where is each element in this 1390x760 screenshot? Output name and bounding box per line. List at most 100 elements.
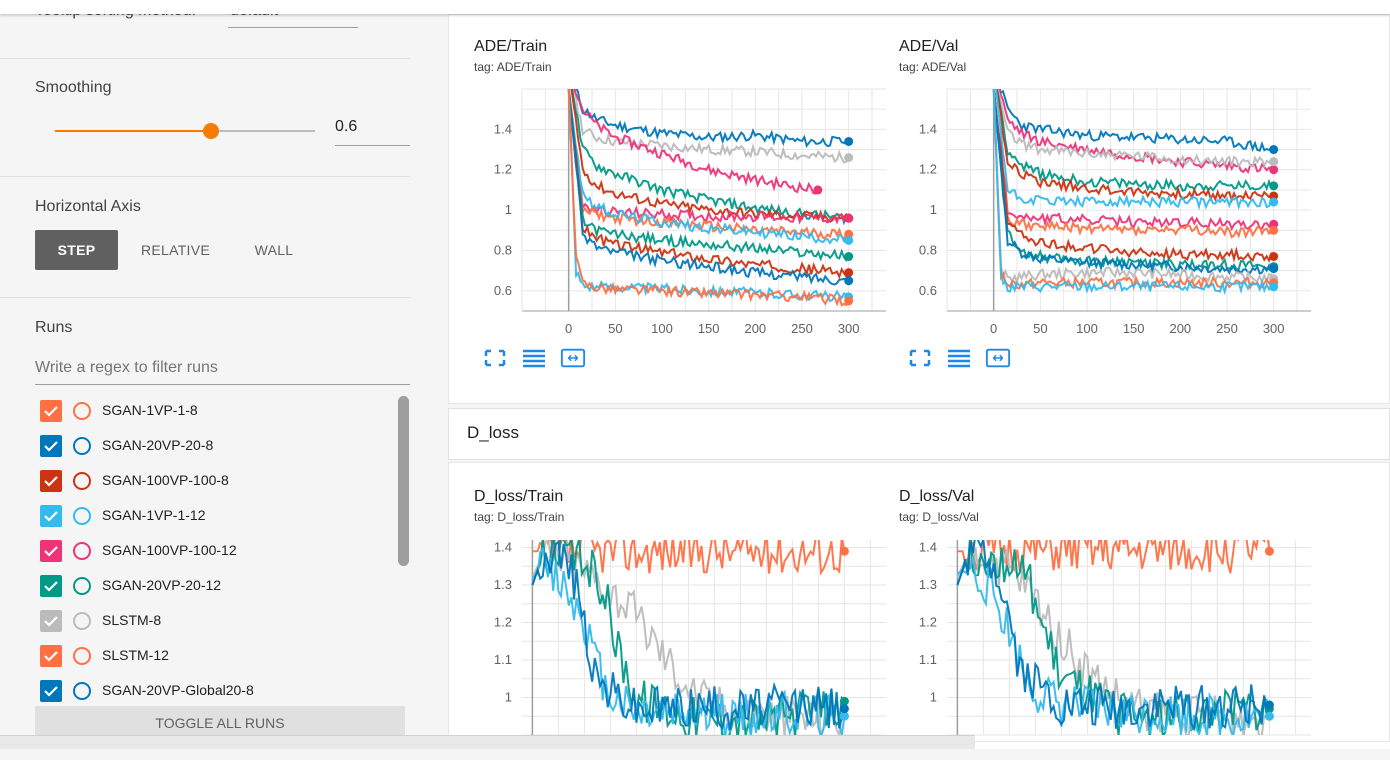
y-tick-label: 1.2 bbox=[494, 615, 512, 630]
check-icon bbox=[44, 511, 58, 522]
runs-scrollbar[interactable] bbox=[398, 396, 409, 566]
x-tick-label: 0 bbox=[565, 321, 572, 336]
fit-domain-icon[interactable] bbox=[560, 347, 586, 369]
series-line bbox=[992, 89, 1275, 276]
series-end-point bbox=[1269, 157, 1279, 167]
run-item[interactable]: SGAN-20VP-20-12 bbox=[40, 575, 390, 599]
x-tick-label: 100 bbox=[1076, 321, 1098, 336]
run-checkbox[interactable] bbox=[40, 540, 62, 562]
run-item[interactable]: SGAN-1VP-1-12 bbox=[40, 505, 390, 529]
series-end-point bbox=[813, 185, 823, 195]
run-checkbox[interactable] bbox=[40, 610, 62, 632]
check-icon bbox=[44, 616, 58, 627]
y-tick-label: 1 bbox=[930, 202, 937, 217]
series-end-point bbox=[844, 296, 854, 306]
run-color-icon[interactable] bbox=[73, 472, 91, 490]
run-checkbox[interactable] bbox=[40, 435, 62, 457]
run-name: SGAN-100VP-100-8 bbox=[102, 472, 229, 488]
series-line bbox=[567, 89, 850, 307]
x-tick-label: 300 bbox=[838, 321, 860, 336]
toggle-all-runs-button[interactable]: TOGGLE ALL RUNS bbox=[35, 706, 405, 735]
series-end-point bbox=[1269, 282, 1279, 292]
run-checkbox[interactable] bbox=[40, 680, 62, 702]
toggle-log-scale-icon[interactable] bbox=[521, 347, 547, 369]
run-color-icon[interactable] bbox=[73, 682, 91, 700]
run-item[interactable]: SGAN-100VP-100-8 bbox=[40, 470, 390, 494]
y-tick-label: 1.4 bbox=[919, 121, 937, 136]
fit-domain-icon[interactable] bbox=[985, 347, 1011, 369]
axis-relative-button[interactable]: RELATIVE bbox=[140, 242, 211, 258]
series-line bbox=[531, 540, 846, 731]
series-line bbox=[567, 89, 849, 241]
smoothing-slider-thumb[interactable] bbox=[203, 123, 219, 139]
chart-tag: tag: ADE/Val bbox=[899, 60, 967, 74]
series-line bbox=[992, 89, 1275, 287]
run-checkbox[interactable] bbox=[40, 645, 62, 667]
ade-val-chart[interactable]: 0.6 0.8 1 1.2 1.4 0 50 100 150 200 250 300 bbox=[899, 86, 1314, 341]
run-item[interactable]: SLSTM-12 bbox=[40, 645, 390, 669]
series-line bbox=[567, 89, 850, 286]
run-item[interactable]: SLSTM-8 bbox=[40, 610, 390, 634]
sidebar: Tooltip sorting method: default ▼ Smooth… bbox=[0, 0, 448, 735]
toggle-log-scale-icon[interactable] bbox=[946, 347, 972, 369]
run-color-icon[interactable] bbox=[73, 647, 91, 665]
run-item[interactable]: SGAN-20VP-20-8 bbox=[40, 435, 390, 459]
chart-title: D_loss/Val bbox=[899, 488, 975, 505]
series-line bbox=[998, 89, 1275, 153]
series-line bbox=[994, 89, 1275, 211]
fullscreen-icon[interactable] bbox=[482, 347, 508, 369]
series-end-point bbox=[1269, 197, 1279, 207]
group-title: D_loss bbox=[467, 423, 519, 442]
run-item[interactable]: SGAN-1VP-1-8 bbox=[40, 400, 390, 424]
group-header-d-loss[interactable]: D_loss bbox=[448, 408, 1390, 460]
y-tick-label: 1.3 bbox=[919, 577, 937, 592]
divider bbox=[0, 297, 410, 298]
run-checkbox[interactable] bbox=[40, 575, 62, 597]
run-item[interactable]: SGAN-100VP-100-12 bbox=[40, 540, 390, 564]
series-line bbox=[992, 89, 1275, 232]
x-tick-label: 100 bbox=[651, 321, 673, 336]
series-line bbox=[567, 89, 849, 225]
run-color-icon[interactable] bbox=[73, 507, 91, 525]
bottom-bar bbox=[0, 749, 1390, 760]
series-end-point bbox=[1269, 264, 1279, 274]
fullscreen-icon[interactable] bbox=[907, 347, 933, 369]
runs-filter-input[interactable]: Write a regex to filter runs bbox=[35, 357, 410, 385]
run-checkbox[interactable] bbox=[40, 400, 62, 422]
series-line bbox=[531, 540, 846, 735]
runs-label: Runs bbox=[35, 319, 73, 336]
run-checkbox[interactable] bbox=[40, 470, 62, 492]
series-line bbox=[992, 89, 1274, 296]
series-end-point bbox=[844, 153, 854, 163]
y-tick-label: 1.1 bbox=[494, 652, 512, 667]
series-line bbox=[996, 89, 1274, 170]
series-end-point bbox=[844, 136, 854, 146]
horizontal-scrollbar[interactable] bbox=[0, 735, 975, 749]
axis-step-button[interactable]: STEP bbox=[35, 230, 118, 270]
run-color-icon[interactable] bbox=[73, 542, 91, 560]
d-loss-val-chart[interactable]: 1 1.1 1.2 1.3 1.4 bbox=[899, 537, 1314, 736]
series-line bbox=[956, 555, 1271, 735]
run-color-icon[interactable] bbox=[73, 577, 91, 595]
run-color-icon[interactable] bbox=[73, 402, 91, 420]
divider bbox=[0, 58, 410, 59]
ade-train-chart[interactable]: 0.6 0.8 1 1.2 1.4 0 50 100 150 200 250 300 bbox=[474, 86, 889, 341]
run-checkbox[interactable] bbox=[40, 505, 62, 527]
horizontal-axis-label: Horizontal Axis bbox=[35, 198, 141, 215]
d-loss-train-chart[interactable]: 1 1.1 1.2 1.3 1.4 bbox=[474, 537, 889, 736]
series-end-point bbox=[1269, 225, 1279, 235]
run-color-icon[interactable] bbox=[73, 612, 91, 630]
y-tick-label: 1.4 bbox=[919, 540, 937, 555]
y-tick-label: 1.2 bbox=[494, 162, 512, 177]
run-name: SGAN-1VP-1-8 bbox=[102, 402, 198, 418]
series-line bbox=[567, 89, 850, 245]
smoothing-input[interactable]: 0.6 bbox=[335, 118, 410, 146]
smoothing-slider[interactable] bbox=[55, 130, 315, 132]
run-item[interactable]: SGAN-20VP-Global20-8 bbox=[40, 680, 390, 704]
series-end-point bbox=[1269, 165, 1279, 175]
axis-wall-button[interactable]: WALL bbox=[254, 242, 294, 258]
run-color-icon[interactable] bbox=[73, 437, 91, 455]
divider bbox=[0, 176, 410, 177]
run-name: SLSTM-12 bbox=[102, 647, 169, 663]
